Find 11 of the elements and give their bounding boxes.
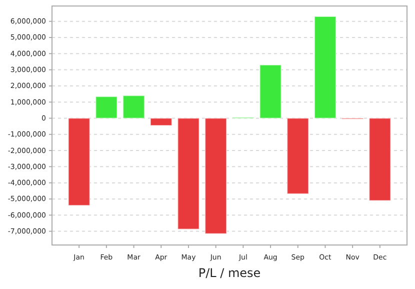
bar xyxy=(314,16,336,119)
x-axis-title: P/L / mese xyxy=(198,266,261,280)
bar xyxy=(368,118,392,202)
bar xyxy=(95,96,118,119)
bar xyxy=(177,118,200,230)
bar xyxy=(150,118,172,126)
bar xyxy=(204,118,227,234)
bar xyxy=(259,64,282,119)
bar xyxy=(68,118,90,206)
bar xyxy=(286,118,310,194)
bar xyxy=(122,95,145,119)
